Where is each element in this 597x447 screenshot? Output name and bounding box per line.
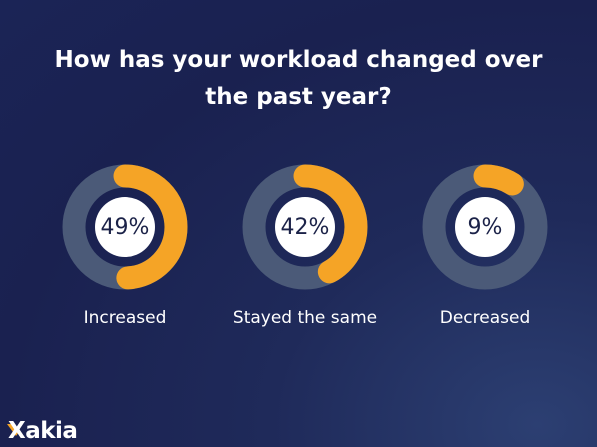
value-label: 9% [468,215,503,240]
donut-arc [62,164,188,290]
chart-title: How has your workload changed over the p… [54,47,543,110]
logo-accent [7,424,19,436]
category-label: Decreased [440,308,531,328]
donut-arc [422,164,548,290]
value-label: 42% [281,215,330,240]
donut-center [455,197,515,257]
value-label: 49% [101,215,150,240]
logo: Xakia [8,418,78,444]
donut-arc [242,164,368,290]
category-label: Stayed the same [233,308,377,328]
logo-mark [7,424,19,436]
donut-center [95,197,155,257]
donut-center [275,197,335,257]
category-label: Increased [84,308,167,328]
